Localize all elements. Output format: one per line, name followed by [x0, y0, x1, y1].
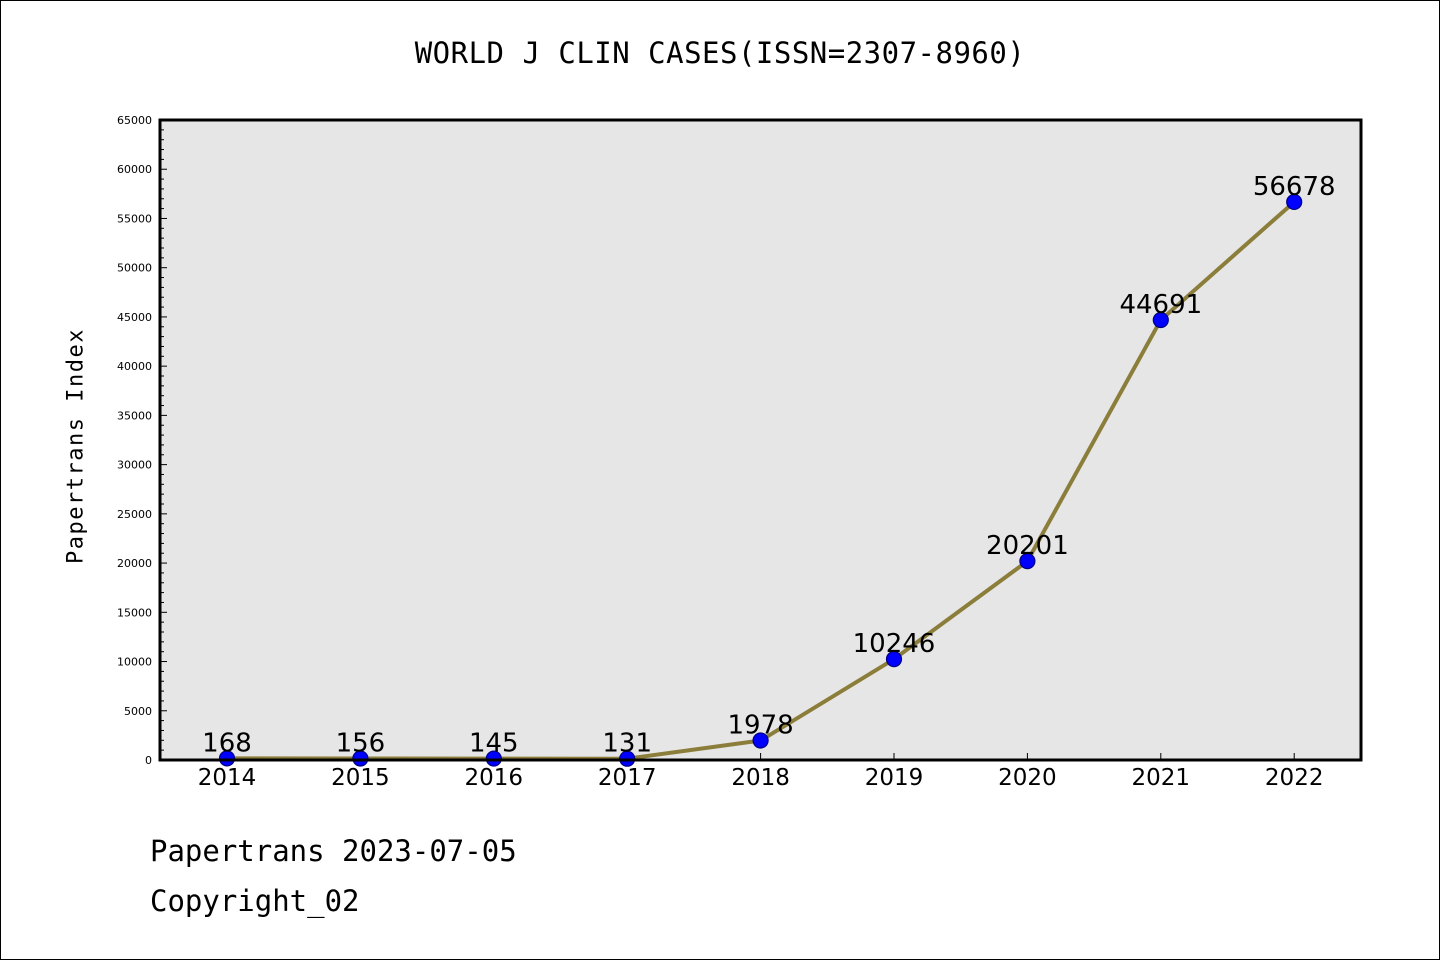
y-tick-label: 10000 [117, 656, 152, 669]
data-labels: 168 156 145 131 1978 10246 20201 44691 56678 [202, 172, 1335, 759]
y-tick-label: 5000 [124, 705, 152, 718]
x-tick-label: 2021 [1132, 765, 1191, 791]
x-tick-label: 2015 [331, 765, 390, 791]
y-tick-label: 30000 [117, 459, 152, 472]
y-tick-label: 50000 [117, 262, 152, 275]
data-point [1286, 193, 1303, 211]
x-tick-label: 2016 [465, 765, 524, 791]
x-tick-label: 2020 [998, 765, 1057, 791]
data-point [885, 651, 903, 668]
y-tick-label: 0 [145, 754, 152, 767]
y-tick-label: 25000 [117, 508, 152, 521]
data-label: 168 [202, 728, 252, 758]
x-tick-label: 2019 [865, 765, 924, 791]
plot-border [158, 118, 1363, 762]
data-label: 131 [602, 729, 652, 759]
data-point [752, 732, 769, 749]
plot-area [160, 120, 1361, 760]
y-axis: 0 5000 10000 15000 20000 25000 30000 35000 40000… [117, 114, 167, 767]
y-tick-label: 65000 [117, 114, 152, 127]
data-point [218, 750, 236, 767]
footer-date: Papertrans 2023-07-05 [150, 834, 517, 868]
x-tick-label: 2017 [598, 765, 657, 791]
data-point [1019, 552, 1036, 570]
data-point [352, 750, 369, 767]
x-axis: 2014 2015 2016 2017 2018 2019 2020 2021 2022 [198, 753, 1324, 791]
data-label: 145 [469, 729, 519, 759]
data-label: 10246 [853, 629, 936, 659]
x-tick-label: 2022 [1265, 765, 1324, 791]
y-tick-label: 40000 [117, 360, 152, 373]
x-tick-label: 2018 [731, 765, 790, 791]
data-label: 1978 [728, 711, 794, 741]
data-label: 156 [336, 728, 386, 758]
y-tick-label: 35000 [117, 409, 152, 422]
data-point [1152, 311, 1169, 329]
y-tick-label: 20000 [117, 557, 152, 570]
y-tick-label: 15000 [117, 606, 152, 619]
x-tick-label: 2014 [198, 765, 257, 791]
y-tick-label: 55000 [117, 212, 152, 225]
data-label: 20201 [986, 531, 1069, 561]
y-tick-label: 45000 [117, 311, 152, 324]
data-label: 56678 [1253, 172, 1336, 202]
data-label: 44691 [1119, 290, 1202, 320]
chart-title: WORLD J CLIN CASES(ISSN=2307-8960) [414, 36, 1026, 70]
footer-copyright: Copyright_02 [150, 884, 360, 918]
y-tick-label: 60000 [117, 163, 152, 176]
